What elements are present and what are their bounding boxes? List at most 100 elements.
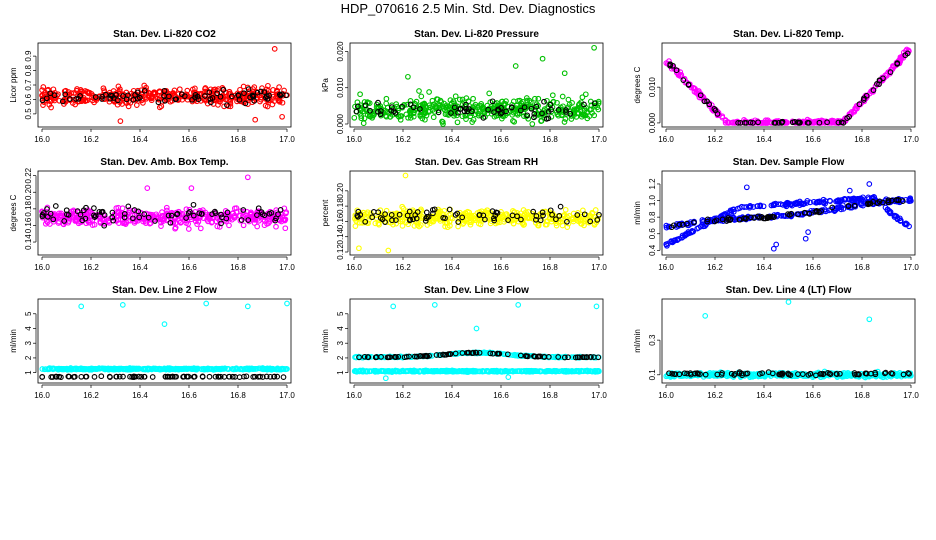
outlier-point [271,46,278,52]
series-comparison [667,50,911,126]
data-point [491,367,497,374]
data-point [262,102,269,109]
data-point [187,208,193,215]
data-point [356,354,362,361]
data-point [856,371,862,378]
data-point [46,101,53,108]
data-point [141,87,148,94]
outlier-point [431,302,438,308]
data-point [156,365,163,372]
data-point [874,81,880,87]
data-point [669,370,676,377]
data-point [113,205,120,211]
data-point [515,368,522,374]
data-point [840,372,847,378]
data-point [553,216,559,223]
data-point [687,220,694,227]
x-tick-label: 16.8 [230,391,246,400]
data-point [476,212,483,218]
series-comparison [668,196,906,231]
data-point [829,118,836,125]
data-point [767,214,774,220]
y-tick-label: 1 [336,370,345,375]
data-point [579,354,586,360]
outlier-point [252,116,259,123]
x-tick-label: 17.0 [903,263,919,272]
data-point [725,372,731,378]
y-tick-label: 0.5 [24,108,33,120]
data-point [589,211,596,217]
data-point [899,198,906,204]
y-tick-label: 2 [24,355,33,360]
data-point [559,93,566,100]
data-point [71,373,78,380]
data-point [91,214,98,220]
data-point [718,371,725,378]
data-point [667,61,674,68]
data-point [670,222,677,229]
data-point [167,219,174,226]
data-point [538,117,545,124]
data-point [441,207,448,214]
data-point [414,209,421,215]
data-point [573,367,580,374]
data-point [85,366,92,372]
data-point [829,204,836,211]
data-point [459,96,466,103]
x-tick-label: 17.0 [591,391,607,400]
data-point [97,220,104,226]
data-point [532,95,538,102]
data-point [778,119,785,125]
x-tick-label: 17.0 [279,263,295,272]
data-point [254,212,260,218]
series-primary [663,299,914,381]
data-point [533,103,540,110]
data-point [109,209,116,216]
data-point [595,354,602,361]
data-point [523,95,530,101]
data-point [39,212,46,218]
data-point [216,366,223,372]
data-point [250,93,256,99]
data-point [126,366,133,372]
data-point [527,99,534,106]
data-point [721,211,728,218]
data-point [273,215,279,222]
data-point [544,97,550,104]
data-point [56,97,63,104]
data-point [459,113,466,120]
data-point [141,82,148,89]
outlier-point [785,299,792,305]
data-point [56,373,62,380]
data-point [173,96,180,102]
data-point [263,93,270,100]
outlier-point [203,300,210,307]
data-point [446,218,453,225]
data-point [552,217,558,223]
data-point [568,354,575,360]
data-point [861,95,867,102]
data-point [691,370,698,377]
data-point [894,61,901,67]
data-point [448,100,455,107]
y-axis-label: Licor ppm [9,67,18,102]
data-point [359,220,365,226]
data-point [846,113,852,120]
data-point [224,102,230,108]
chart-title: Stan. Dev. Line 3 Flow [424,285,529,296]
data-point [184,366,191,372]
data-point [680,77,687,83]
data-point [470,95,476,102]
data-point [520,207,527,213]
data-point [459,350,466,356]
x-tick-label: 16.4 [444,135,460,144]
y-axis-label: ml/min [321,329,330,353]
data-point [55,365,62,372]
data-point [273,212,280,219]
data-point [488,368,495,375]
y-axis-label: ml/min [9,329,18,353]
data-point [72,218,79,224]
data-point [351,114,358,121]
outlier-point [593,303,600,310]
y-tick-label: 0.6 [24,93,33,105]
